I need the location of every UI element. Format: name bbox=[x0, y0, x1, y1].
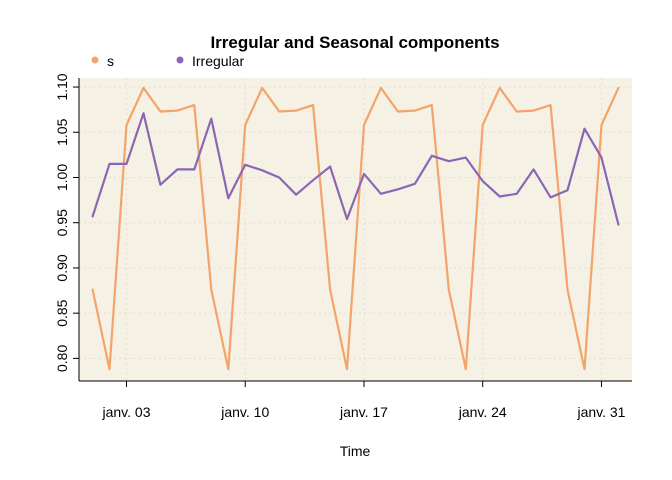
y-tick-label: 0.80 bbox=[54, 345, 70, 372]
chart-title: Irregular and Seasonal components bbox=[210, 33, 499, 52]
series-line-s bbox=[91, 86, 620, 371]
x-axis-label: Time bbox=[340, 443, 371, 459]
plot-panel bbox=[79, 78, 632, 381]
y-tick-label: 0.85 bbox=[54, 299, 70, 326]
x-tick-label: janv. 17 bbox=[339, 404, 388, 420]
x-tick-label: janv. 24 bbox=[458, 404, 507, 420]
y-tick-label: 0.95 bbox=[54, 209, 70, 236]
series-line-irregular bbox=[91, 112, 620, 226]
x-tick-label: janv. 03 bbox=[101, 404, 150, 420]
legend-marker bbox=[176, 56, 184, 64]
legend-marker bbox=[91, 56, 99, 64]
legend-label: Irregular bbox=[192, 53, 244, 69]
y-tick-label: 0.90 bbox=[54, 254, 70, 281]
x-tick-label: janv. 31 bbox=[576, 404, 625, 420]
legend-label: s bbox=[107, 53, 114, 69]
x-tick-label: janv. 10 bbox=[220, 404, 269, 420]
y-tick-label: 1.10 bbox=[54, 73, 70, 100]
y-tick-label: 1.00 bbox=[54, 164, 70, 191]
y-tick-label: 1.05 bbox=[54, 118, 70, 145]
